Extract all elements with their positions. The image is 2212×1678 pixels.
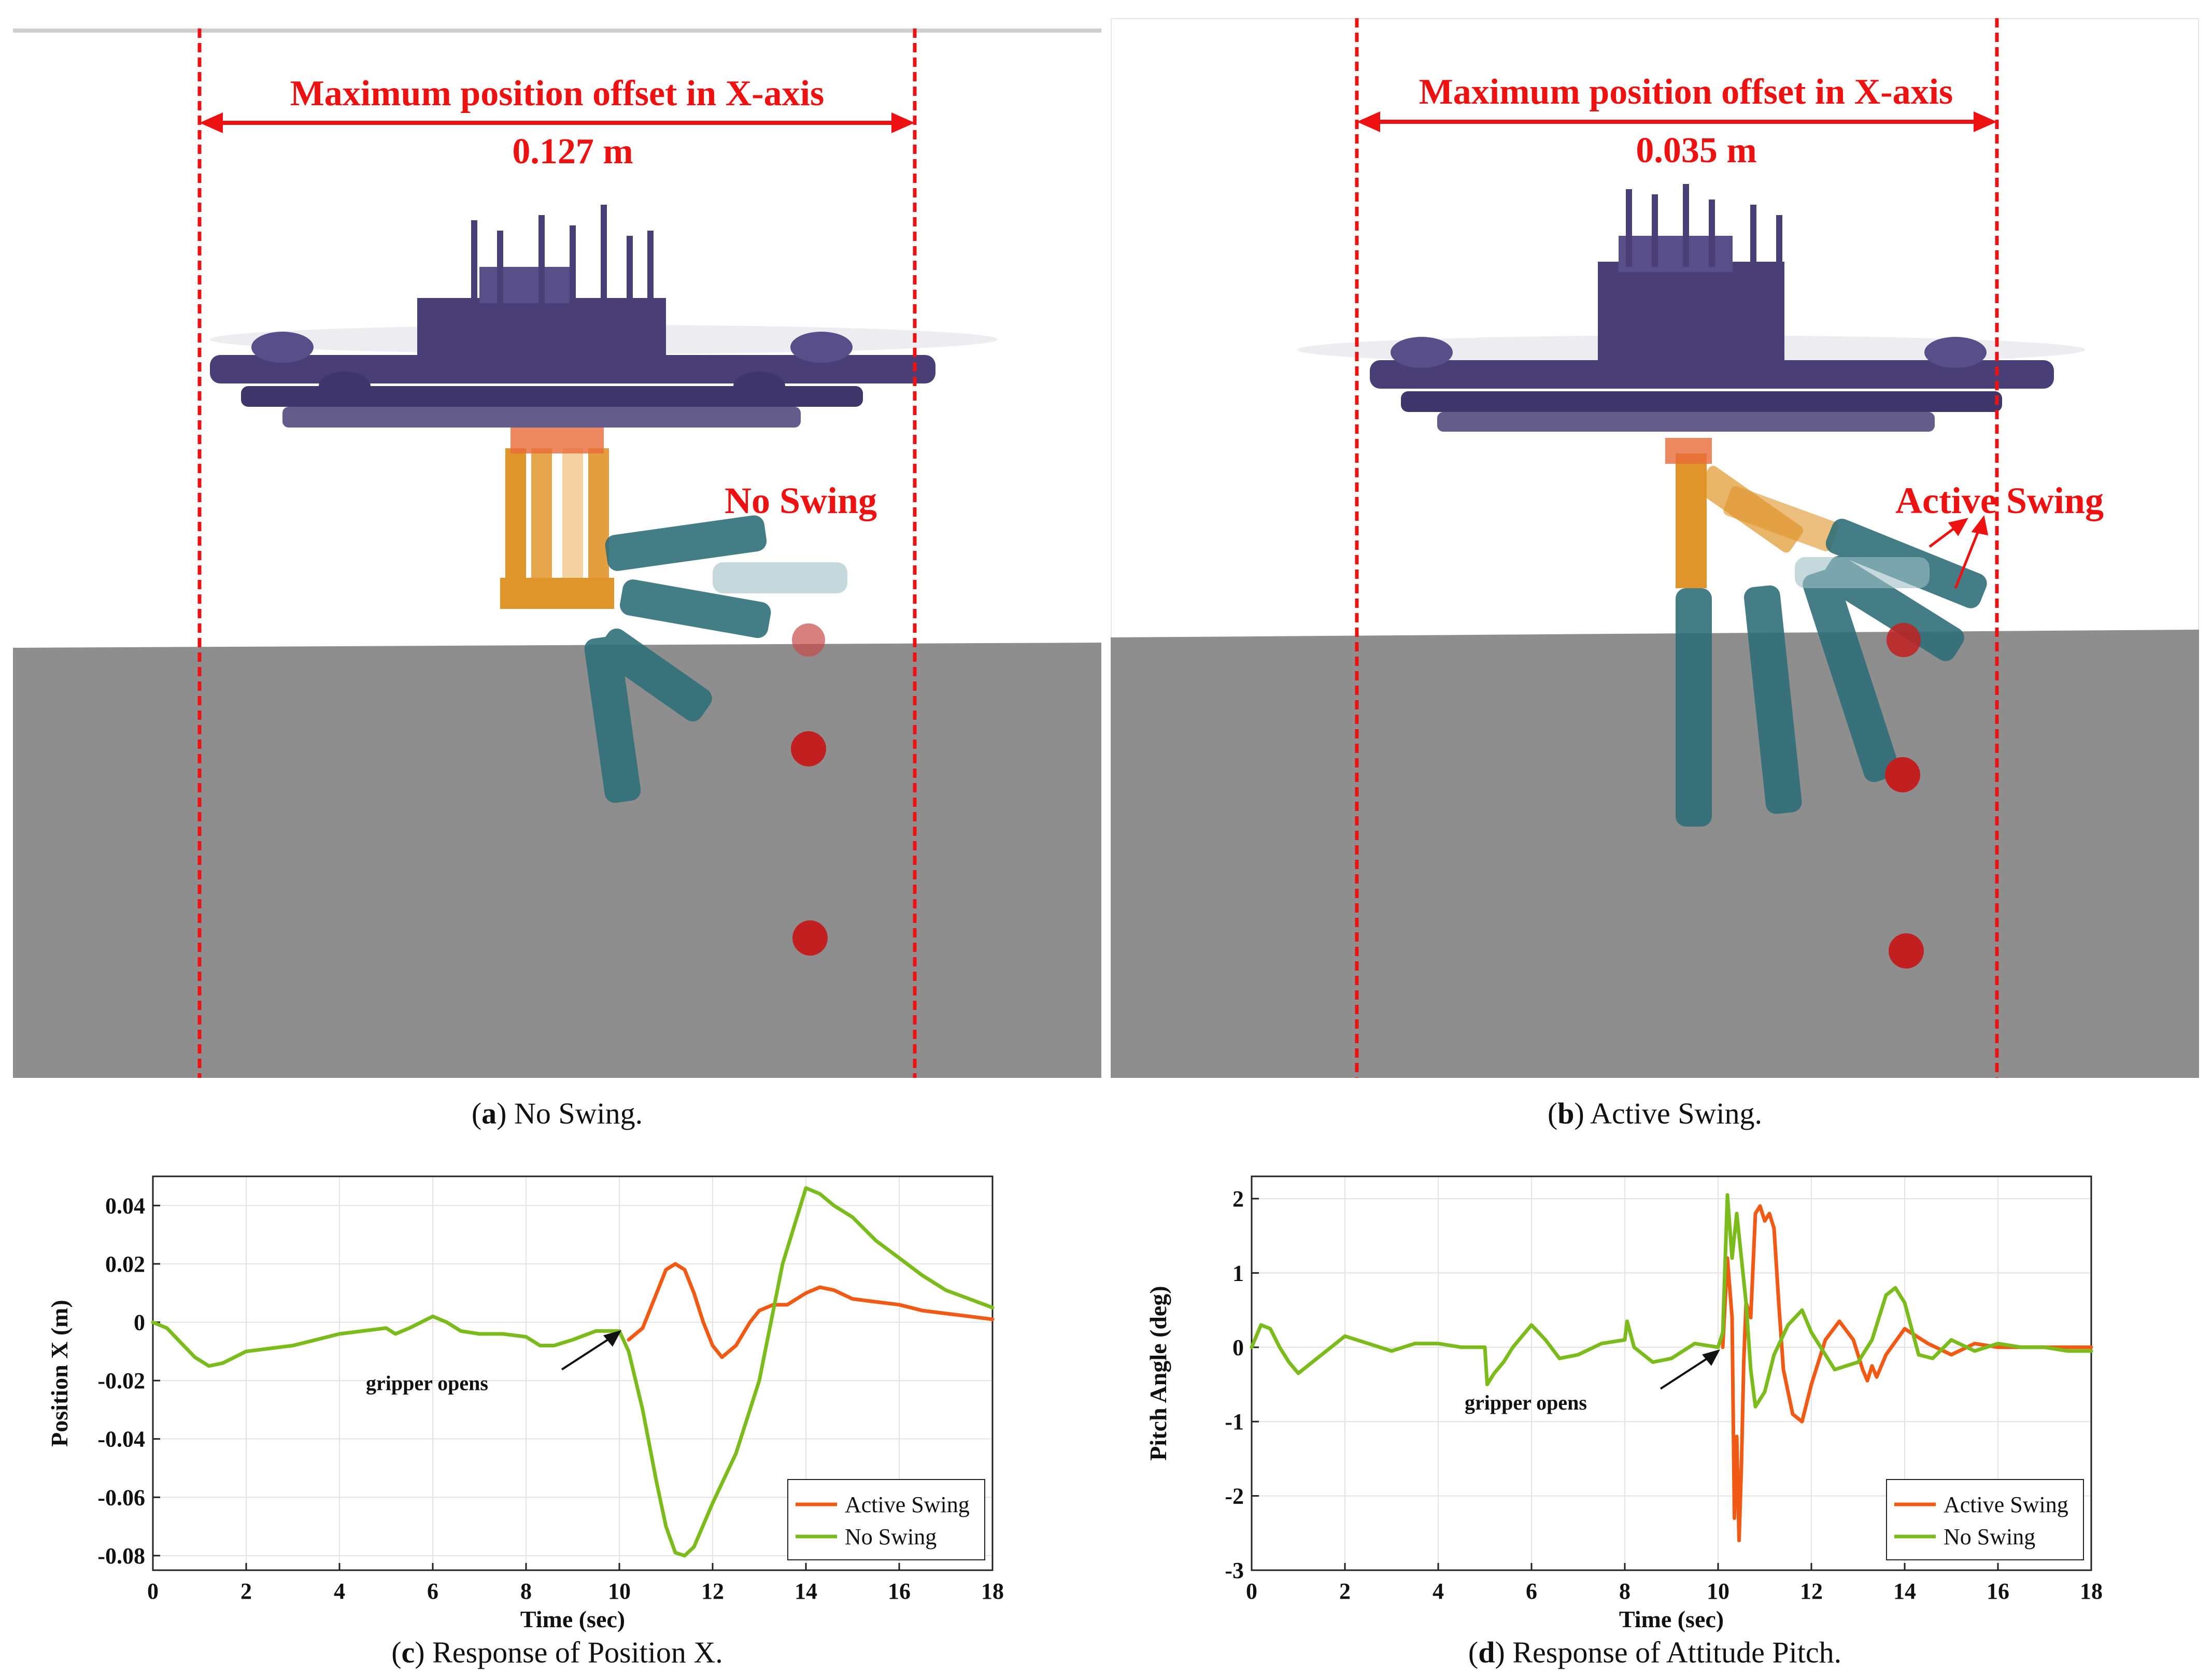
caption-b-text: Active Swing.	[1584, 1097, 1763, 1130]
x-tick-label: 16	[888, 1579, 911, 1604]
drone-icon	[210, 205, 998, 428]
x-tick-label: 16	[1987, 1579, 2009, 1604]
caption-c-text: Response of Position X.	[424, 1636, 723, 1669]
offset-value: 0.035 m	[1636, 131, 1756, 170]
caption-a-text: No Swing.	[506, 1097, 643, 1130]
x-tick-label: 14	[1893, 1579, 1916, 1604]
panel-a-image: Maximum position offset in X-axis 0.127 …	[13, 29, 1101, 1078]
offset-double-arrow	[200, 112, 915, 133]
y-tick-label: 2	[1232, 1186, 1244, 1212]
offset-double-arrow	[1357, 111, 1997, 132]
x-tick-label: 6	[427, 1579, 438, 1604]
y-tick-label: -3	[1225, 1558, 1244, 1583]
series-line-no-swing	[151, 1186, 995, 1558]
legend-label: Active Swing	[1944, 1492, 2068, 1517]
y-tick-label: -1	[1225, 1409, 1244, 1434]
x-tick-label: 2	[240, 1579, 252, 1604]
panel-a-scene: Maximum position offset in X-axis 0.127 …	[13, 29, 1101, 1078]
x-tick-label: 4	[334, 1579, 345, 1604]
caption-a-letter: a	[481, 1097, 497, 1130]
y-tick-label: 0.04	[105, 1193, 145, 1218]
mode-label: Active Swing	[1895, 480, 2104, 521]
y-tick-label: 0	[1232, 1335, 1244, 1360]
drone-icon	[1297, 184, 2085, 432]
legend-label: No Swing	[845, 1524, 937, 1549]
manipulator-arm-icon	[500, 428, 847, 803]
caption-c: (c) Response of Position X.	[391, 1636, 723, 1669]
caption-d-text: Response of Attitude Pitch.	[1505, 1636, 1842, 1669]
x-tick-label: 12	[701, 1579, 724, 1604]
ground-plane	[13, 643, 1101, 1078]
annotation-arrowhead	[1702, 1349, 1720, 1366]
x-tick-label: 0	[1246, 1579, 1257, 1604]
x-tick-label: 4	[1433, 1579, 1444, 1604]
y-tick-label: 1	[1232, 1260, 1244, 1286]
annotation-arrowhead	[603, 1330, 621, 1347]
y-tick-label: 0.02	[105, 1252, 145, 1277]
x-tick-label: 8	[1619, 1579, 1630, 1604]
x-tick-label: 10	[1707, 1579, 1729, 1604]
x-axis-label: Time (sec)	[1619, 1606, 1724, 1632]
annotation-label: gripper opens	[1465, 1391, 1587, 1414]
x-tick-label: 0	[147, 1579, 159, 1604]
series-line-active-swing	[627, 1262, 995, 1359]
x-tick-label: 14	[795, 1579, 817, 1604]
y-tick-label: 0	[134, 1310, 145, 1335]
caption-b-letter: b	[1557, 1097, 1575, 1130]
y-axis-label: Position X (m)	[46, 1300, 73, 1447]
series-line-active-swing	[1721, 1204, 2093, 1543]
caption-d: (d) Response of Attitude Pitch.	[1468, 1636, 1842, 1669]
offset-title: Maximum position offset in X-axis	[290, 74, 825, 113]
legend-box	[1886, 1479, 2084, 1560]
legend-label: No Swing	[1944, 1524, 2035, 1549]
panel-b-scene: Maximum position offset in X-axis 0.035 …	[1111, 18, 2199, 1078]
manipulator-arm-icon	[1665, 438, 1987, 827]
caption-d-letter: d	[1478, 1636, 1495, 1669]
y-tick-label: -0.04	[97, 1427, 145, 1452]
y-axis-label: Pitch Angle (deg)	[1145, 1286, 1171, 1460]
falling-ball-icons	[1885, 623, 1924, 969]
y-tick-label: -0.06	[97, 1485, 145, 1510]
offset-title: Maximum position offset in X-axis	[1419, 72, 1953, 112]
offset-value: 0.127 m	[512, 132, 633, 172]
series-line-no-swing	[1250, 1193, 2093, 1409]
falling-ball-icons	[791, 623, 828, 956]
x-axis-label: Time (sec)	[520, 1606, 625, 1632]
mode-label: No Swing	[725, 480, 877, 521]
x-tick-label: 8	[520, 1579, 532, 1604]
y-tick-label: -2	[1225, 1484, 1244, 1509]
swing-direction-arrows	[1929, 515, 1989, 589]
panel-b-image: Maximum position offset in X-axis 0.035 …	[1111, 18, 2199, 1078]
y-tick-label: -0.02	[97, 1368, 145, 1393]
caption-a: (a) No Swing.	[471, 1097, 643, 1130]
x-tick-label: 10	[608, 1579, 631, 1604]
plot-frame	[152, 1175, 994, 1571]
caption-b: (b) Active Swing.	[1547, 1097, 1763, 1130]
x-tick-label: 18	[981, 1579, 1004, 1604]
ground-plane	[1111, 630, 2199, 1078]
annotation-label: gripper opens	[366, 1372, 488, 1395]
x-tick-label: 2	[1339, 1579, 1351, 1604]
y-tick-label: -0.08	[97, 1543, 145, 1569]
plot-frame	[1251, 1175, 2092, 1571]
caption-c-letter: c	[401, 1636, 415, 1669]
x-tick-label: 6	[1526, 1579, 1537, 1604]
legend-label: Active Swing	[845, 1492, 970, 1517]
x-tick-label: 12	[1800, 1579, 1823, 1604]
x-tick-label: 18	[2080, 1579, 2103, 1604]
legend-box	[787, 1479, 985, 1560]
chart-position-x: 0 2 4 6 8 10 12 14 16 18 -0.08 -0.06 -0.04 -0.02 0 0.02…	[46, 1175, 1004, 1632]
